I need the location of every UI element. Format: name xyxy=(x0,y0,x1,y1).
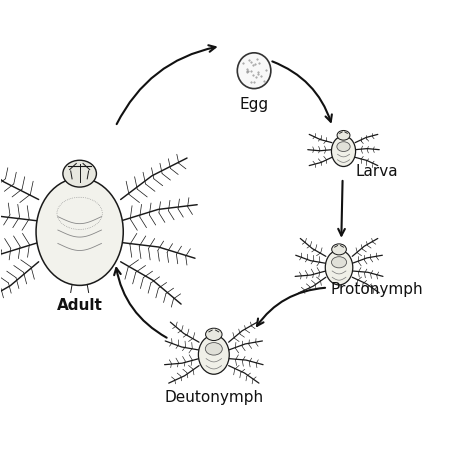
Ellipse shape xyxy=(36,178,123,285)
Ellipse shape xyxy=(332,136,356,166)
Ellipse shape xyxy=(205,342,222,355)
Text: Deutonymph: Deutonymph xyxy=(164,390,263,405)
Ellipse shape xyxy=(332,244,346,255)
Text: Adult: Adult xyxy=(57,298,103,313)
Ellipse shape xyxy=(198,335,229,374)
Text: Larva: Larva xyxy=(356,164,398,179)
Ellipse shape xyxy=(337,142,350,152)
Text: Egg: Egg xyxy=(239,97,269,112)
Ellipse shape xyxy=(332,256,346,268)
Ellipse shape xyxy=(325,250,353,285)
Ellipse shape xyxy=(206,328,222,341)
Ellipse shape xyxy=(337,130,350,140)
Text: Protonymph: Protonymph xyxy=(331,282,423,297)
Ellipse shape xyxy=(63,160,96,187)
Ellipse shape xyxy=(237,53,271,89)
